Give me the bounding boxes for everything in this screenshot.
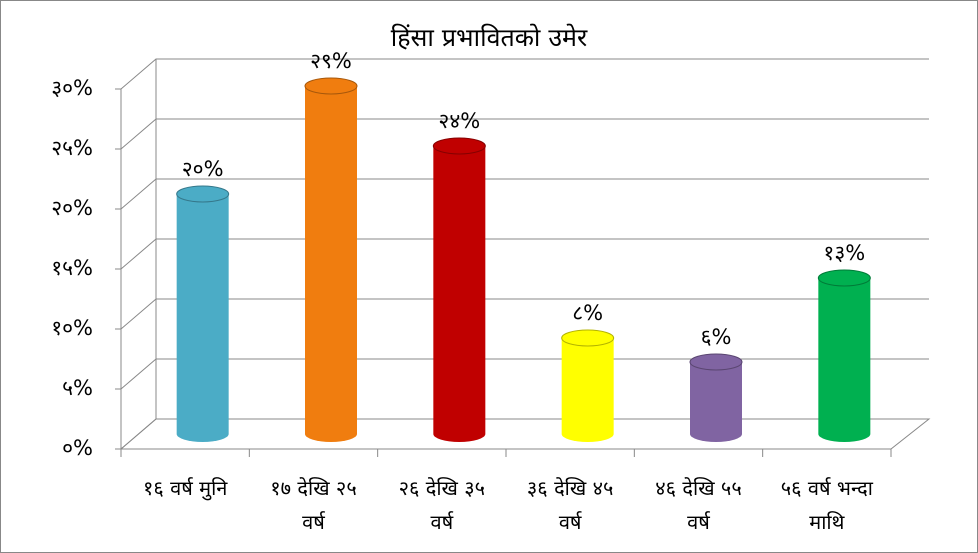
value-label: २९% — [310, 49, 352, 73]
grid-line — [120, 178, 929, 210]
grid-line — [120, 358, 929, 390]
value-label: १३% — [823, 241, 865, 265]
bar — [305, 86, 357, 442]
x-tick-label: ३६ देखि ४५ वर्ष — [526, 476, 614, 534]
x-tick-label: १७ देखि २५ वर्ष — [270, 476, 357, 534]
bar-top — [689, 353, 743, 371]
x-tick-label: १६ वर्ष मुनि — [142, 476, 228, 500]
bar — [176, 194, 229, 442]
y-tick-label: १०% — [51, 316, 93, 340]
grid-line — [120, 118, 929, 150]
bar-top — [304, 77, 358, 95]
bar — [561, 338, 614, 442]
value-label: २०% — [182, 157, 224, 181]
y-tick-label: २५% — [51, 136, 93, 160]
value-label: ६% — [701, 325, 732, 349]
y-tick-label: २०% — [51, 196, 93, 220]
y-tick-label: १५% — [51, 256, 93, 280]
value-label: २४% — [438, 109, 480, 133]
x-tick-label: ४६ देखि ५५ वर्ष — [655, 476, 742, 534]
grid-line — [120, 238, 929, 270]
bar-top — [176, 185, 230, 203]
bar — [433, 146, 486, 442]
bar — [690, 362, 742, 442]
bar-top — [817, 269, 871, 287]
y-tick-label: ५% — [62, 376, 93, 400]
floor — [119, 418, 931, 450]
y-tick-label: ३०% — [51, 76, 93, 100]
chart-title: हिंसा प्रभावितको उमेर — [391, 23, 588, 52]
x-tick-label: ५६ वर्ष भन्दा माथि — [780, 476, 873, 534]
grid-line — [120, 298, 929, 330]
grid-line — [120, 418, 929, 450]
grid-line — [120, 58, 929, 90]
bar-top — [561, 329, 615, 347]
y-tick-label: ०% — [62, 436, 93, 460]
bar-top — [432, 137, 486, 155]
value-label: ८% — [572, 301, 603, 325]
bar — [818, 278, 871, 442]
x-tick-label: २६ देखि ३५ वर्ष — [398, 476, 486, 534]
